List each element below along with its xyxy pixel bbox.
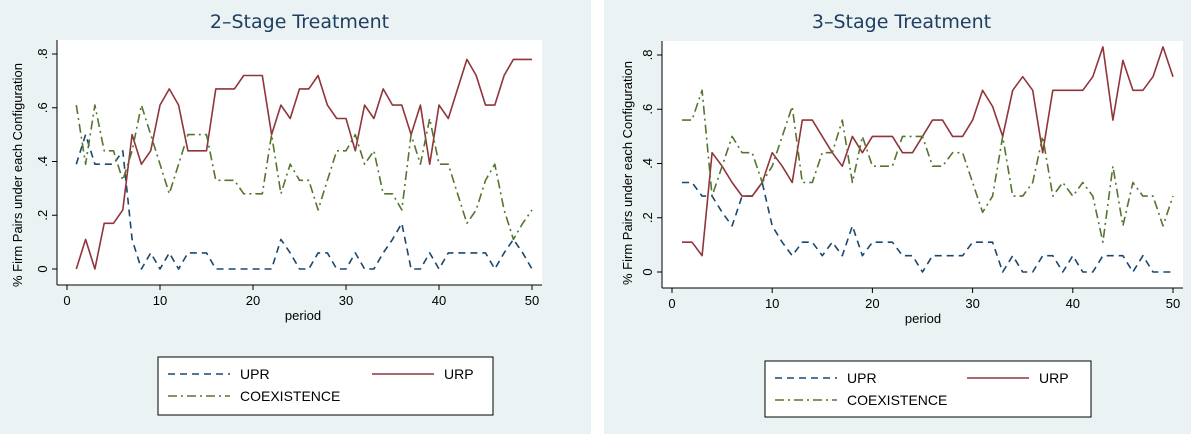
series-line-urp (75, 58, 532, 270)
legend-box (157, 356, 494, 416)
series-line-coexistence (682, 89, 1174, 243)
x-tick-label: 30 (965, 296, 979, 311)
chart-title: 3–Stage Treatment (812, 11, 991, 33)
legend: UPR URP COEXISTENCE (157, 356, 494, 416)
legend-box (764, 360, 1092, 418)
y-tick-label: 0 (640, 268, 655, 275)
x-tick-label: 30 (339, 293, 353, 308)
x-tick-label: 20 (246, 293, 260, 308)
y-tick-label: .8 (35, 49, 50, 60)
x-tick-label: 50 (525, 293, 539, 308)
legend-label-coexistence: COEXISTENCE (240, 388, 340, 404)
plot-area (57, 40, 542, 285)
x-tick-label: 10 (153, 293, 167, 308)
chart-title: 2–Stage Treatment (210, 11, 389, 33)
series-line-upr (75, 133, 533, 270)
chart-panel-1: 2–Stage Treatment 0 .2 .4 .6 .8 0 10 20 30 40 50 per… (0, 0, 591, 434)
y-tick-label: .4 (640, 158, 655, 169)
y-tick-label: .6 (640, 104, 655, 115)
chart-panel-2: 3–Stage Treatment 0 .2 .4 .6 .8 0 10 20 30 40 50 per… (604, 0, 1191, 434)
y-tick-label: .4 (35, 156, 50, 167)
y-tick-label: .2 (35, 210, 50, 221)
legend: UPR URP COEXISTENCE (764, 360, 1092, 418)
legend-label-upr: UPR (847, 370, 877, 386)
x-tick-label: 0 (668, 296, 675, 311)
x-tick-label: 40 (1066, 296, 1080, 311)
x-tick-label: 50 (1166, 296, 1180, 311)
y-tick-label: .6 (35, 102, 50, 113)
y-axis-label: % Firm Pairs under each Configuration (10, 63, 25, 287)
x-tick-label: 40 (432, 293, 446, 308)
y-tick-label: 0 (35, 265, 50, 272)
plot-area (662, 41, 1183, 288)
y-tick-label: .8 (640, 50, 655, 61)
legend-label-urp: URP (444, 366, 474, 382)
legend-label-upr: UPR (240, 366, 270, 382)
y-axis-label: % Firm Pairs under each Configuration (620, 61, 635, 285)
series-line-urp (682, 46, 1174, 257)
x-tick-label: 0 (63, 293, 70, 308)
x-tick-label: 10 (765, 296, 779, 311)
x-tick-label: 20 (865, 296, 879, 311)
series-line-upr (682, 181, 1173, 273)
x-axis-label: period (905, 311, 941, 326)
x-axis-label: period (285, 308, 321, 323)
legend-label-coexistence: COEXISTENCE (847, 392, 947, 408)
legend-label-urp: URP (1039, 370, 1069, 386)
y-tick-label: .2 (640, 212, 655, 223)
